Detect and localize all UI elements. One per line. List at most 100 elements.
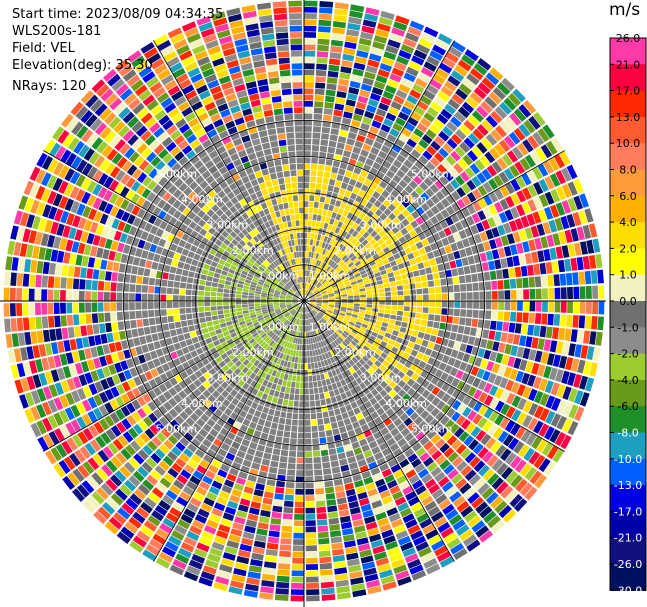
ppi-gate [252,319,259,324]
ppi-gate [204,232,213,240]
ppi-gate [466,292,473,300]
ppi-gate [371,388,379,397]
ppi-gate [343,150,352,158]
ppi-gate [272,416,280,424]
ppi-gate [320,309,326,314]
ppi-gate [221,390,229,398]
ppi-gate [326,288,333,292]
ppi-gate [236,510,248,519]
ppi-gate [375,208,383,217]
ppi-gate [534,276,542,288]
ppi-gate [367,325,374,331]
ppi-gate [296,318,300,325]
ppi-gate [194,433,205,443]
ppi-gate [200,413,210,423]
ppi-gate [426,403,436,413]
ppi-gate [359,549,372,558]
ppi-gate [527,264,534,276]
ppi-gate [504,420,516,433]
ppi-gate [334,2,349,10]
ppi-gate [279,352,284,359]
ppi-gate [197,508,210,519]
ppi-gate [588,223,598,238]
ppi-gate [321,333,326,340]
ppi-gate [390,235,398,243]
ppi-gate [291,317,296,323]
ppi-gate [304,382,309,389]
ppi-gate [359,306,366,311]
ppi-gate [77,431,89,445]
ppi-gate [367,59,380,68]
ppi-gate [494,188,504,200]
ppi-gate [495,444,507,457]
ppi-gate [125,235,134,245]
ppi-gate [329,356,335,364]
ppi-gate [316,301,323,303]
ppi-gate [435,336,443,345]
ppi-gate [179,411,189,421]
ppi-gate [365,290,372,294]
ppi-gate [344,41,357,50]
ppi-gate [542,124,555,139]
ppi-gate [434,545,448,557]
ppi-gate [293,520,304,527]
ppi-gate [276,480,285,488]
ppi-gate [421,389,431,399]
ppi-gate [276,311,282,315]
ppi-gate [407,271,414,279]
ppi-gate [315,305,321,309]
ppi-gate [192,519,205,530]
ppi-gate [260,412,268,420]
ppi-gate [213,423,222,432]
ppi-gate [496,462,509,476]
ppi-gate [425,267,432,274]
ppi-gate [287,322,292,328]
ppi-gate [260,357,267,364]
ppi-gate [502,434,514,447]
ppi-gate [365,201,373,210]
ppi-gate [431,328,439,336]
ppi-gate [312,132,321,139]
ppi-gate [372,341,380,348]
ppi-gate [341,294,347,297]
ppi-gate [208,368,217,376]
ppi-gate [418,360,427,369]
ppi-gate [193,379,202,388]
ppi-gate [109,134,122,148]
ppi-gate [452,388,461,399]
ppi-gate [168,387,178,397]
ppi-gate [282,310,289,315]
ppi-gate [317,275,322,281]
ppi-gate [404,295,410,301]
ppi-gate [324,102,334,109]
ppi-gate [425,219,434,228]
ppi-gate [317,525,329,532]
ppi-gate [467,255,475,265]
ppi-gate [578,210,588,225]
ppi-gate [524,227,534,240]
ppi-gate [257,354,264,362]
ppi-gate [369,260,376,267]
ppi-gate [322,385,329,393]
ppi-gate [128,516,142,529]
ppi-gate [300,313,302,319]
ppi-gate [148,168,159,179]
ppi-gate [223,305,230,310]
ppi-gate [432,249,441,258]
ppi-gate [305,319,307,326]
ppi-gate [376,334,384,340]
ppi-gate [475,525,490,538]
ppi-gate [447,234,456,244]
ppi-gate [116,156,128,169]
ppi-gate [256,312,263,317]
ppi-gate [269,332,275,338]
ppi-gate [360,555,374,564]
ppi-gate [466,204,476,215]
ppi-gate [482,370,491,381]
ppi-gate [531,362,540,375]
ppi-gate [171,336,179,344]
ppi-gate [531,251,539,263]
ppi-gate [48,384,59,398]
ppi-gate [198,312,205,318]
ppi-gate [173,404,183,414]
